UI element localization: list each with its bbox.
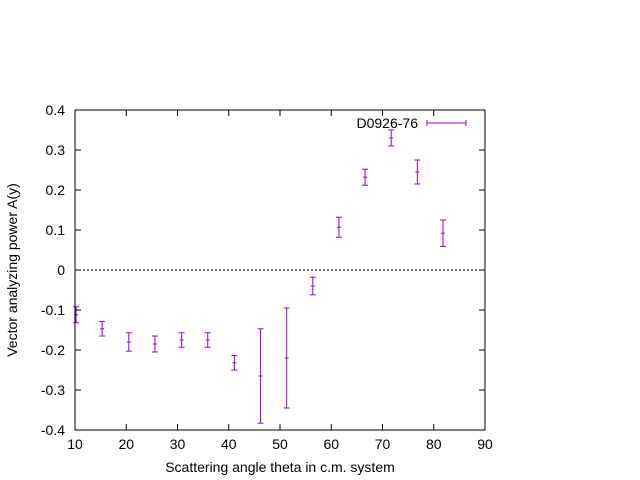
- data-point: [283, 307, 290, 409]
- y-tick-label: 0: [57, 262, 65, 278]
- x-tick-label: 70: [375, 436, 391, 452]
- data-point: [178, 332, 185, 348]
- legend-label: D0926-76: [357, 115, 419, 131]
- plot-frame: [74, 109, 486, 431]
- y-tick-label: -0.4: [41, 422, 65, 438]
- data-point: [231, 355, 238, 371]
- x-tick-label: 30: [170, 436, 186, 452]
- x-tick-label: 80: [426, 436, 442, 452]
- y-tick-label: -0.2: [41, 342, 65, 358]
- x-tick-label: 90: [477, 436, 493, 452]
- y-tick-label: 0.1: [46, 222, 66, 238]
- x-tick-label: 10: [67, 436, 83, 452]
- legend: D0926-76: [357, 115, 467, 131]
- data-point: [151, 335, 158, 353]
- data-point: [414, 159, 421, 185]
- data-point: [388, 129, 395, 147]
- data-point: [125, 332, 132, 352]
- legend-sample-errorbar: [426, 120, 467, 126]
- x-tick-label: 20: [118, 436, 134, 452]
- data-point: [99, 321, 106, 337]
- x-tick-label: 50: [272, 436, 288, 452]
- y-tick-label: 0.3: [46, 142, 66, 158]
- data-point: [335, 216, 342, 238]
- data-point: [204, 332, 211, 348]
- y-tick-label: 0.4: [46, 102, 66, 118]
- y-tick-label: 0.2: [46, 182, 66, 198]
- data-point: [309, 276, 316, 296]
- data-point: [362, 168, 369, 186]
- data-layer: [73, 129, 446, 424]
- data-point: [439, 219, 446, 247]
- y-tick-label: -0.1: [41, 302, 65, 318]
- y-tick-label: -0.3: [41, 382, 65, 398]
- x-tick-label: 40: [221, 436, 237, 452]
- x-tick-label: 60: [323, 436, 339, 452]
- y-axis-label: Vector analyzing power A(y): [4, 183, 20, 357]
- data-point: [257, 328, 264, 424]
- x-axis-label: Scattering angle theta in c.m. system: [165, 459, 395, 475]
